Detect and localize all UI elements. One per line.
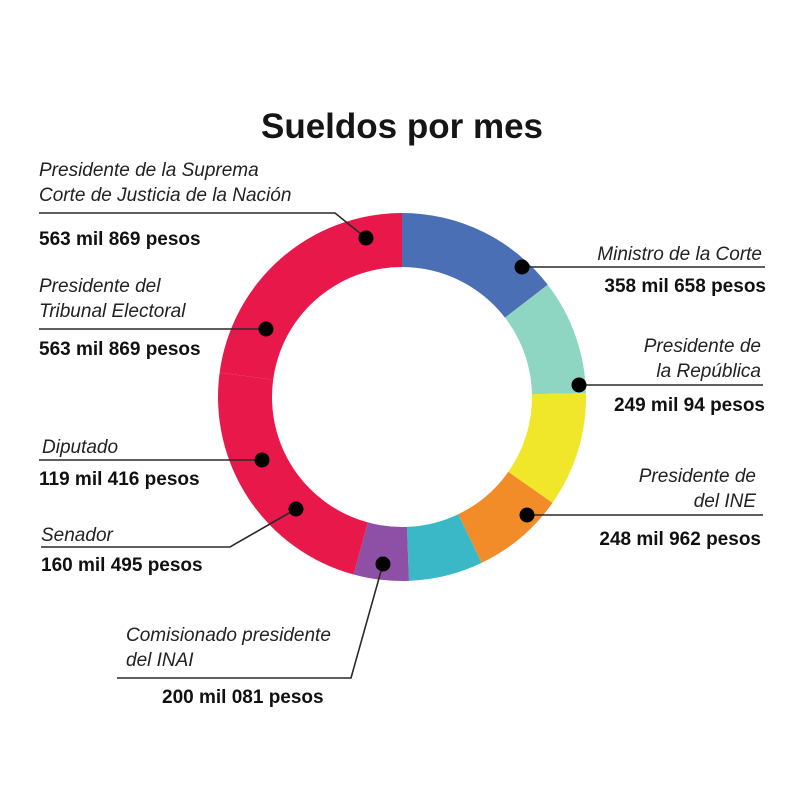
role-label: Presidente de del INE bbox=[639, 466, 757, 512]
role-label-line: Presidente de la Suprema bbox=[39, 160, 259, 181]
role-label: Senador bbox=[41, 525, 114, 546]
donut-slice-6 bbox=[217, 372, 368, 575]
callout-7: Presidente de la Suprema Corte de Justici… bbox=[39, 160, 374, 250]
role-label-line: Ministro de la Corte bbox=[597, 244, 762, 265]
donut-slice-3 bbox=[458, 471, 553, 563]
marker-dot bbox=[519, 507, 535, 523]
donut-slice-7 bbox=[219, 213, 402, 380]
callout-6: Presidente del Tribunal Electoral 563 mil … bbox=[39, 276, 274, 360]
amount-label: 200 mil 081 pesos bbox=[162, 687, 324, 708]
amount-label: 358 mil 658 pesos bbox=[604, 276, 766, 297]
role-label-line: Corte de Justicia de la Nación bbox=[39, 185, 291, 206]
role-label-line: Presidente de bbox=[644, 336, 761, 357]
callout-3: Comisionado presidente del INAI 200 mil 08… bbox=[117, 556, 391, 708]
role-label-line: la República bbox=[656, 361, 761, 382]
callout-1: Presidente de la República 249 mil 94 peso… bbox=[571, 336, 765, 416]
marker-dot bbox=[571, 377, 587, 393]
amount-label: 119 mil 416 pesos bbox=[39, 469, 200, 490]
role-label: Ministro de la Corte bbox=[597, 244, 762, 265]
role-label-line: del INAI bbox=[126, 650, 194, 671]
leader-line bbox=[39, 212, 367, 239]
amount-label: 563 mil 869 pesos bbox=[39, 339, 201, 360]
donut-slice-2 bbox=[508, 393, 586, 503]
role-label-line: Comisionado presidente bbox=[126, 625, 331, 646]
marker-dot bbox=[288, 501, 304, 517]
chart-title: Sueldos por mes bbox=[261, 107, 543, 146]
role-label-line: del INE bbox=[694, 491, 757, 512]
donut-slice-0 bbox=[402, 213, 548, 318]
role-label: Comisionado presidente del INAI bbox=[126, 625, 331, 671]
role-label-line: Presidente del bbox=[39, 276, 161, 297]
callout-2: Presidente de del INE 248 mil 962 pesos bbox=[519, 466, 763, 550]
callout-0: Ministro de la Corte 358 mil 658 pesos bbox=[514, 244, 766, 297]
marker-dot bbox=[375, 556, 391, 572]
role-label: Presidente de la Suprema Corte de Justici… bbox=[39, 160, 291, 206]
amount-label: 563 mil 869 pesos bbox=[39, 229, 201, 250]
amount-label: 248 mil 962 pesos bbox=[599, 529, 761, 550]
callout-5: Diputado 119 mil 416 pesos bbox=[39, 437, 270, 490]
donut-ring bbox=[217, 213, 586, 581]
amount-label: 160 mil 495 pesos bbox=[41, 555, 203, 576]
amount-label: 249 mil 94 pesos bbox=[614, 395, 765, 416]
marker-dot bbox=[358, 230, 374, 246]
role-label-line: Diputado bbox=[42, 437, 118, 458]
callout-4: Senador 160 mil 495 pesos bbox=[41, 501, 304, 576]
leader-line bbox=[41, 508, 297, 548]
role-label: Diputado bbox=[42, 437, 118, 458]
role-label-line: Senador bbox=[41, 525, 114, 546]
role-label: Presidente del Tribunal Electoral bbox=[39, 276, 186, 322]
marker-dot bbox=[254, 452, 270, 468]
marker-dot bbox=[258, 321, 274, 337]
donut-slice-5 bbox=[353, 522, 410, 581]
marker-dot bbox=[514, 259, 530, 275]
role-label-line: Tribunal Electoral bbox=[39, 301, 186, 322]
donut-slice-4 bbox=[406, 514, 482, 581]
leader-line bbox=[117, 563, 384, 679]
donut-slice-1 bbox=[504, 284, 586, 395]
callouts: Ministro de la Corte 358 mil 658 pesos Pre… bbox=[39, 160, 766, 708]
role-label-line: Presidente de bbox=[639, 466, 756, 487]
role-label: Presidente de la República bbox=[644, 336, 761, 382]
